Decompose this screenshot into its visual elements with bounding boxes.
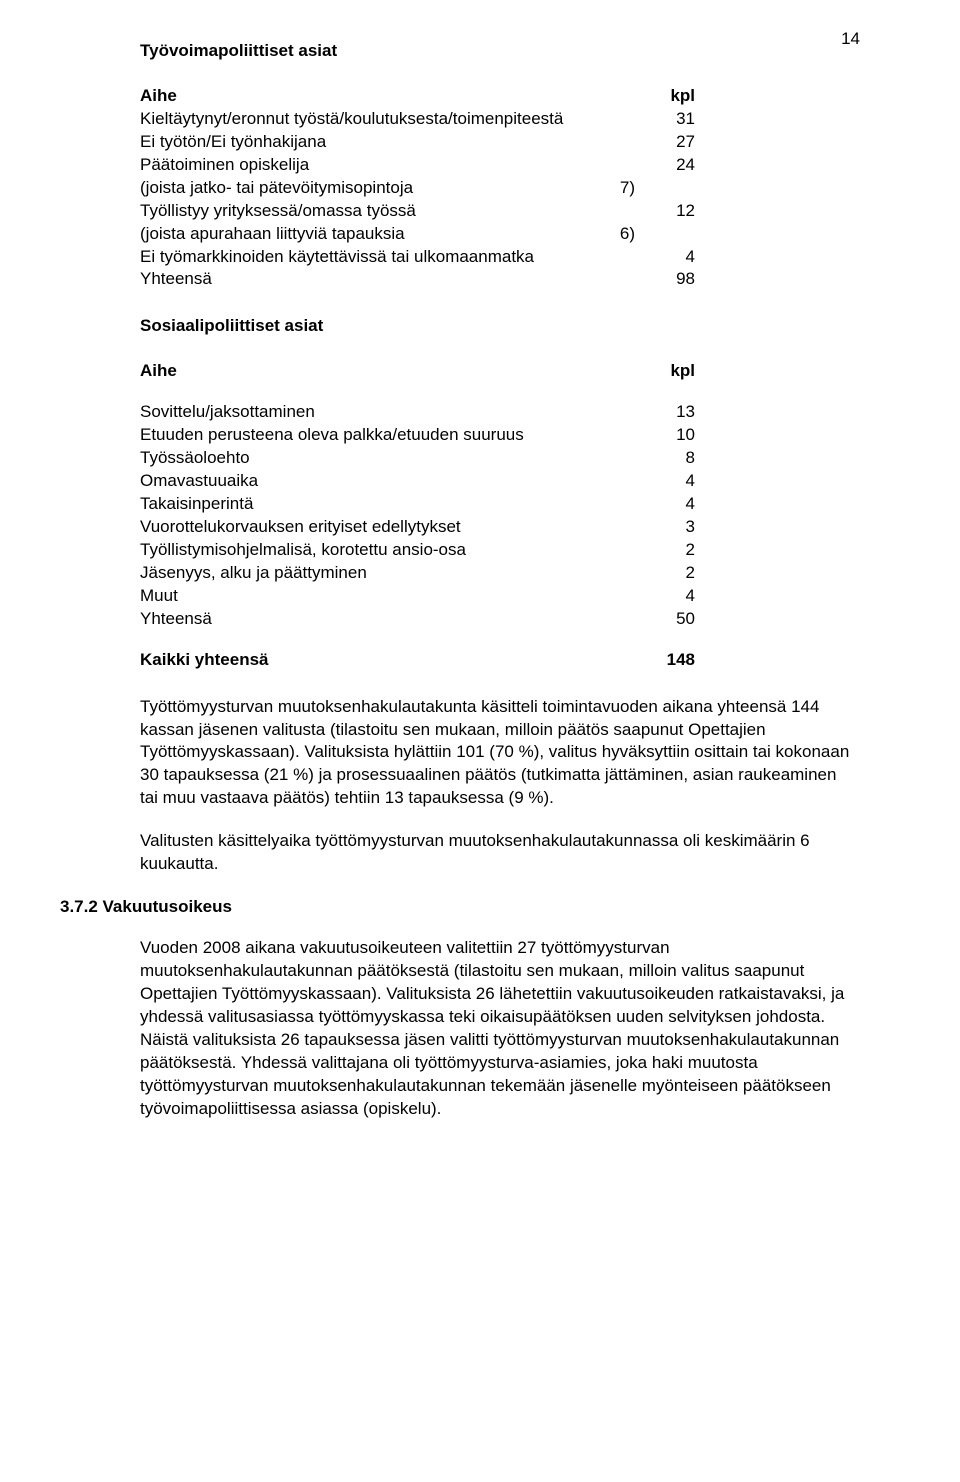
table-row: Sovittelu/jaksottaminen 13 <box>140 401 850 424</box>
table-row: (joista jatko- tai pätevöitymisopintoja … <box>140 177 850 200</box>
section2-title: Sosiaalipoliittiset asiat <box>140 315 850 338</box>
row-label: Ei työmarkkinoiden käytettävissä tai ulk… <box>140 246 575 269</box>
paragraph-1: Työttömyysturvan muutoksenhakulautakunta… <box>140 696 850 811</box>
header-label: Aihe <box>140 85 575 108</box>
row-label: Ei työtön/Ei työnhakijana <box>140 131 575 154</box>
row-label: Takaisinperintä <box>140 493 575 516</box>
row-val: 31 <box>635 108 695 131</box>
row-val: 3 <box>635 516 695 539</box>
header-label: Aihe <box>140 360 575 383</box>
row-val: 2 <box>635 562 695 585</box>
row-val: 27 <box>635 131 695 154</box>
table-row: Jäsenyys, alku ja päättyminen 2 <box>140 562 850 585</box>
page-number: 14 <box>841 28 860 51</box>
row-val: 2 <box>635 539 695 562</box>
table-row: Kieltäytynyt/eronnut työstä/koulutuksest… <box>140 108 850 131</box>
table-row: (joista apurahaan liittyviä tapauksia 6) <box>140 223 850 246</box>
table-row: Työllistyy yrityksessä/omassa työssä 12 <box>140 200 850 223</box>
row-label: Kieltäytynyt/eronnut työstä/koulutuksest… <box>140 108 575 131</box>
row-label: Työssäoloehto <box>140 447 575 470</box>
table-row: Vuorottelukorvauksen erityiset edellytyk… <box>140 516 850 539</box>
row-label: Vuorottelukorvauksen erityiset edellytyk… <box>140 516 575 539</box>
row-val: 98 <box>635 268 695 291</box>
row-val: 24 <box>635 154 695 177</box>
row-val: 12 <box>635 200 695 223</box>
grand-total-row: Kaikki yhteensä 148 <box>140 649 850 672</box>
section2-table: Aihe kpl Sovittelu/jaksottaminen 13 Etuu… <box>140 360 850 671</box>
row-label: Yhteensä <box>140 268 575 291</box>
row-paren: 6) <box>575 223 635 246</box>
table-row: Yhteensä 98 <box>140 268 850 291</box>
table-row: Yhteensä 50 <box>140 608 850 631</box>
section1-title: Työvoimapoliittiset asiat <box>140 40 850 63</box>
table-row: Omavastuuaika 4 <box>140 470 850 493</box>
row-label: Muut <box>140 585 575 608</box>
row-label: Päätoiminen opiskelija <box>140 154 575 177</box>
row-val: 10 <box>635 424 695 447</box>
table-row: Etuuden perusteena oleva palkka/etuuden … <box>140 424 850 447</box>
total-val: 148 <box>635 649 695 672</box>
total-label: Kaikki yhteensä <box>140 649 575 672</box>
row-label: Jäsenyys, alku ja päättyminen <box>140 562 575 585</box>
row-label: (joista jatko- tai pätevöitymisopintoja <box>140 177 575 200</box>
table-row: Työssäoloehto 8 <box>140 447 850 470</box>
row-paren: 7) <box>575 177 635 200</box>
row-val: 13 <box>635 401 695 424</box>
row-label: Yhteensä <box>140 608 575 631</box>
row-label: Työllistyy yrityksessä/omassa työssä <box>140 200 575 223</box>
subsection-heading: 3.7.2 Vakuutusoikeus <box>60 896 850 919</box>
row-val: 4 <box>635 470 695 493</box>
paragraph-2: Valitusten käsittelyaika työttömyysturva… <box>140 830 850 876</box>
header-val: kpl <box>635 85 695 108</box>
section1-table: Aihe kpl Kieltäytynyt/eronnut työstä/kou… <box>140 85 850 291</box>
row-val: 4 <box>635 246 695 269</box>
row-val: 50 <box>635 608 695 631</box>
row-label: Sovittelu/jaksottaminen <box>140 401 575 424</box>
row-val: 8 <box>635 447 695 470</box>
row-label: Työllistymisohjelmalisä, korotettu ansio… <box>140 539 575 562</box>
row-label: (joista apurahaan liittyviä tapauksia <box>140 223 575 246</box>
table-header: Aihe kpl <box>140 360 850 383</box>
subsection-paragraph-1: Vuoden 2008 aikana vakuutusoikeuteen val… <box>140 937 850 1121</box>
table-header: Aihe kpl <box>140 85 850 108</box>
table-row: Muut 4 <box>140 585 850 608</box>
table-row: Ei työmarkkinoiden käytettävissä tai ulk… <box>140 246 850 269</box>
row-val: 4 <box>635 585 695 608</box>
row-val: 4 <box>635 493 695 516</box>
table-row: Päätoiminen opiskelija 24 <box>140 154 850 177</box>
header-val: kpl <box>635 360 695 383</box>
table-row: Ei työtön/Ei työnhakijana 27 <box>140 131 850 154</box>
document-page: 14 Työvoimapoliittiset asiat Aihe kpl Ki… <box>0 0 960 1482</box>
table-row: Työllistymisohjelmalisä, korotettu ansio… <box>140 539 850 562</box>
section-tyovoimapoliittiset: Työvoimapoliittiset asiat Aihe kpl Kielt… <box>140 40 850 291</box>
row-label: Etuuden perusteena oleva palkka/etuuden … <box>140 424 575 447</box>
section-sosiaalipoliittiset: Sosiaalipoliittiset asiat Aihe kpl Sovit… <box>140 315 850 671</box>
row-label: Omavastuuaika <box>140 470 575 493</box>
table-row: Takaisinperintä 4 <box>140 493 850 516</box>
